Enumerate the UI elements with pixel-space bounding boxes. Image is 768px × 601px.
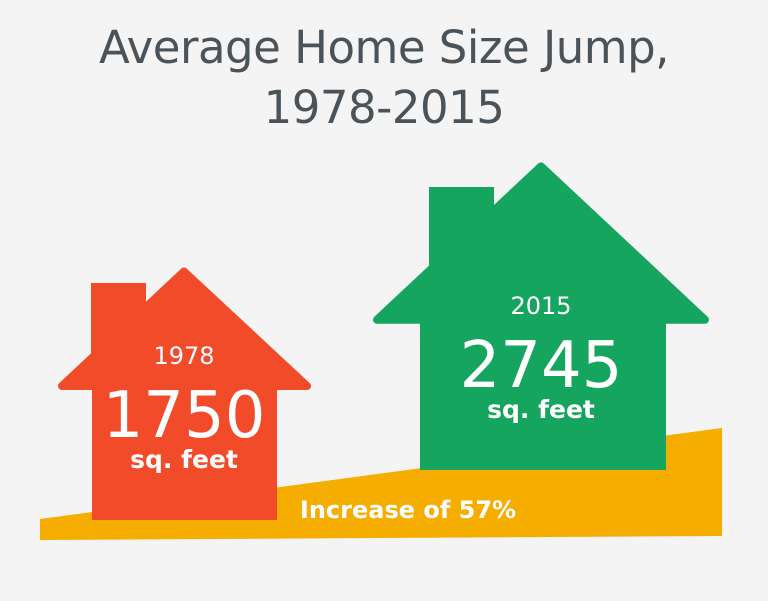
chart-title: Average Home Size Jump, 1978-2015 (0, 18, 768, 138)
chart-title-line-2: 1978-2015 (263, 81, 505, 134)
house-body (420, 318, 666, 470)
house-value-label: 1750 (103, 379, 266, 453)
house-year-label: 1978 (153, 342, 214, 370)
increase-label: Increase of 57% (300, 496, 516, 524)
house-unit-label: sq. feet (130, 445, 238, 474)
house-unit-label: sq. feet (487, 395, 595, 424)
chart-title-line-1: Average Home Size Jump, (99, 21, 669, 74)
house-year-label: 2015 (510, 292, 571, 320)
house-value-label: 2745 (460, 329, 623, 403)
house-body (92, 385, 277, 520)
